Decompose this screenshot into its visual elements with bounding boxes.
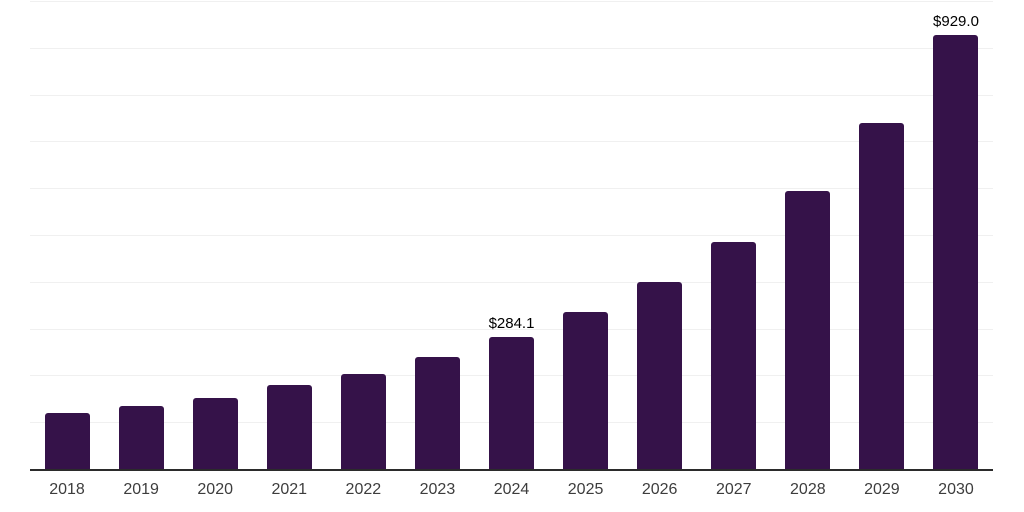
bar-column-2027 — [697, 0, 771, 470]
bars-container: $284.1 $929.0 — [30, 0, 993, 470]
gridline-600 — [30, 188, 993, 189]
x-tick-2029: 2029 — [864, 481, 900, 498]
bar-column-2019 — [104, 0, 178, 470]
bar-2018 — [44, 413, 90, 470]
x-tick-2026: 2026 — [641, 481, 678, 498]
bar-2020 — [192, 398, 238, 470]
bar-column-2023 — [400, 0, 474, 470]
x-axis-tick-labels: 2018 2019 2020 2021 2022 2023 2024 2025 2026 2027… — [30, 481, 993, 499]
bar-column-2029 — [845, 0, 919, 470]
bar-column-2018 — [30, 0, 104, 470]
bar-value-label-2024: $284.1 — [488, 315, 535, 332]
bar-2024 — [489, 337, 534, 470]
bar-column-2021 — [252, 0, 326, 470]
bar-2019 — [118, 406, 164, 470]
bar-2023 — [414, 357, 460, 470]
bar-column-2020 — [178, 0, 252, 470]
x-tick-2027: 2027 — [715, 481, 752, 498]
x-tick-2021: 2021 — [271, 481, 308, 498]
bar-column-2030: $929.0 — [919, 0, 993, 470]
x-tick-2023: 2023 — [419, 481, 456, 498]
gridline-400 — [30, 282, 993, 283]
bar-2021 — [266, 385, 312, 470]
bar-2026 — [637, 282, 683, 470]
bar-column-2025 — [549, 0, 623, 470]
x-tick-2030: 2030 — [938, 481, 974, 498]
bar-value-label-2030: $929.0 — [933, 13, 979, 30]
x-tick-2028: 2028 — [790, 481, 826, 498]
gridline-500 — [30, 235, 993, 236]
gridline-900 — [30, 48, 993, 49]
bar-2029 — [859, 123, 905, 470]
bar-2028 — [785, 191, 831, 470]
x-tick-2020: 2020 — [197, 481, 233, 498]
gridline-800 — [30, 95, 993, 96]
bar-2027 — [711, 242, 757, 470]
x-tick-2019: 2019 — [123, 481, 159, 498]
bar-2030 — [933, 35, 979, 470]
x-tick-2025: 2025 — [567, 481, 604, 498]
bar-column-2026 — [623, 0, 697, 470]
gridline-700 — [30, 141, 993, 142]
bar-column-2022 — [326, 0, 400, 470]
bar-2025 — [563, 312, 609, 470]
x-tick-2018: 2018 — [49, 481, 85, 498]
bar-column-2028 — [771, 0, 845, 470]
gridline-300 — [30, 329, 993, 330]
x-tick-2022: 2022 — [345, 481, 382, 498]
bar-2022 — [340, 374, 386, 470]
bar-column-2024: $284.1 — [474, 0, 548, 470]
plot-area: $284.1 $929.0 — [30, 0, 993, 470]
x-axis-line — [30, 469, 993, 471]
x-tick-2024: 2024 — [493, 481, 530, 498]
gridline-1000 — [30, 1, 993, 2]
